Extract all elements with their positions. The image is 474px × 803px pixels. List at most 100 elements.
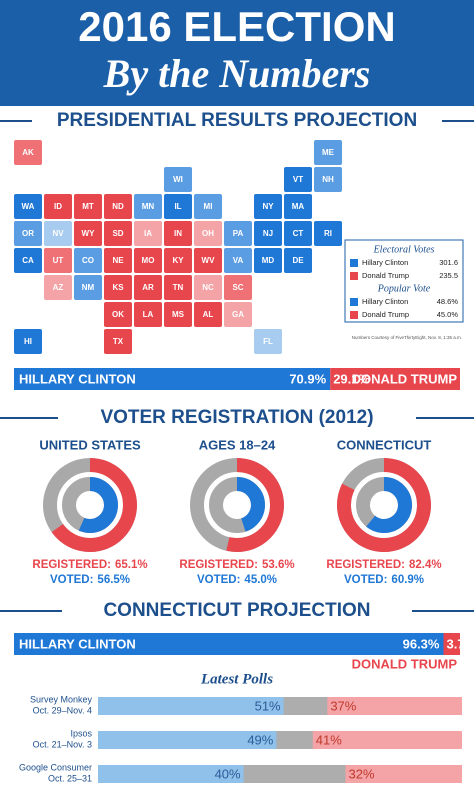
value: 60.9% [391,574,424,586]
donut-arc [356,477,412,533]
state-tile [194,275,222,300]
donut-value-label: REGISTERED: 65.1% [32,559,147,571]
state-label: KS [112,283,124,292]
state-label: UT [53,256,64,265]
state-tile [224,221,252,246]
state-label: TX [113,337,124,346]
state-tile [254,248,282,273]
series-name: VOTED: [50,574,93,586]
series-name: REGISTERED: [179,559,258,571]
bar-segment [14,633,444,655]
state-label: VT [293,175,303,184]
state-tile [224,275,252,300]
donut-label: UNITED STATES [39,437,141,452]
state-label: CA [22,256,34,265]
state-tile [14,140,42,165]
poll-value: 41% [316,732,342,747]
poll-value: 40% [215,766,241,781]
state-tile [164,167,192,192]
legend-name: Donald Trump [362,310,409,319]
state-label: CO [82,256,94,265]
state-label: IN [174,229,182,238]
state-tile [134,248,162,273]
state-label: SD [112,229,123,238]
section-title: CONNECTICUT PROJECTION [103,600,370,621]
state-tile [14,248,42,273]
bar-name: HILLARY CLINTON [19,636,136,651]
state-tile [164,275,192,300]
state-label: WV [202,256,216,265]
series-name: REGISTERED: [32,559,111,571]
value: 53.6% [262,559,295,571]
state-label: GA [232,310,244,319]
poll-name: Survey Monkey [30,694,93,704]
poll-dates: Oct. 29–Nov. 4 [33,705,92,715]
bar-value: 29.1% [333,371,370,386]
state-tile [134,221,162,246]
state-tile [194,194,222,219]
bar-value: 96.3% [403,636,440,651]
state-label: ME [322,148,335,157]
legend-swatch [350,298,358,306]
legend-name: Hillary Clinton [362,297,408,306]
bar-segment [14,368,331,390]
state-tile [224,302,252,327]
header-band [0,0,474,106]
bar-value: 70.9% [289,371,326,386]
state-label: SC [232,283,243,292]
poll-dates: Oct. 25–31 [48,773,92,783]
state-label: KY [172,256,184,265]
value: 45.0% [244,574,277,586]
poll-value: 37% [330,698,356,713]
legend-value: 301.6 [439,258,458,267]
bar-segment [330,368,460,390]
state-label: MN [142,202,155,211]
legend-name: Hillary Clinton [362,258,408,267]
bar-name: DONALD TRUMP [352,656,458,671]
donut-label: AGES 18–24 [199,437,276,452]
donut-arc [190,458,284,552]
section-title: PRESIDENTIAL RESULTS PROJECTION [57,110,417,131]
state-label: LA [143,310,154,319]
state-tile [194,221,222,246]
poll-segment [98,731,277,749]
state-label: IA [144,229,152,238]
state-tile [314,167,342,192]
poll-value: 51% [255,698,281,713]
state-label: NM [82,283,95,292]
state-label: NY [262,202,274,211]
legend-value: 48.6% [437,297,459,306]
donut-arc [43,458,137,552]
state-tile [74,194,102,219]
state-label: MS [172,310,185,319]
state-tile [104,329,132,354]
source-note: Numbers Courtesy of FiveThirtyEight, Nov… [352,335,462,340]
donut-value-label: VOTED: 60.9% [344,574,424,586]
state-tile [74,248,102,273]
state-label: ID [54,202,62,211]
header-title: 2016 ELECTION [78,3,395,50]
bar-segment [443,633,460,655]
state-tile [314,140,342,165]
state-tile [284,167,312,192]
poll-segment [98,697,284,715]
donut-arc [209,477,265,533]
state-tile [104,275,132,300]
bar-name: HILLARY CLINTON [19,371,136,386]
state-label: NV [52,229,64,238]
state-tile [104,248,132,273]
state-tile [74,275,102,300]
state-label: IL [174,202,181,211]
state-tile [14,221,42,246]
donut-value-label: VOTED: 45.0% [197,574,277,586]
donut-label: CONNECTICUT [337,437,432,452]
state-label: OH [202,229,214,238]
state-tile [104,194,132,219]
poll-value: 32% [349,766,375,781]
poll-segment [312,731,462,749]
state-tile [284,221,312,246]
state-tile [284,194,312,219]
legend-value: 45.0% [437,310,459,319]
series-name: REGISTERED: [326,559,405,571]
